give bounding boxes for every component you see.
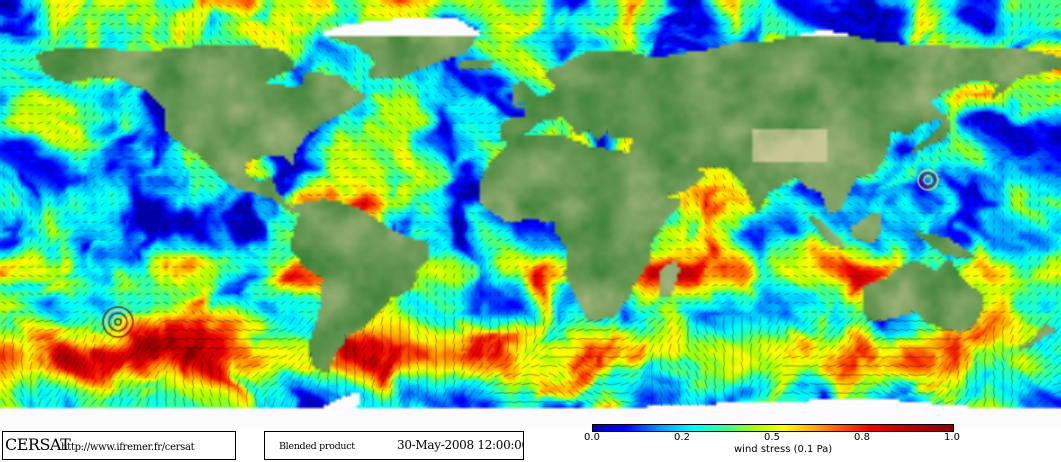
timestamp-label: 30-May-2008 12:00:00: [397, 438, 524, 452]
legend-tick: 0.5: [764, 432, 780, 443]
legend-tick: 1.0: [944, 432, 960, 443]
legend-tick: 0.0: [584, 432, 600, 443]
legend-tick: 0.2: [674, 432, 690, 443]
cersat-url: http://www.ifremer.fr/cersat: [61, 442, 195, 453]
color-legend: 0.0 0.2 0.5 0.8 1.0 wind stress (0.1 Pa): [584, 421, 962, 461]
cersat-logo-text: CERSAT: [5, 435, 71, 454]
legend-tick: 0.8: [854, 432, 870, 443]
product-info-box: Blended product 30-May-2008 12:00:00: [264, 431, 524, 460]
legend-title: wind stress (0.1 Pa): [734, 444, 833, 455]
legend-colorbar: [592, 424, 954, 432]
cersat-credit-box: CERSAT http://www.ifremer.fr/cersat: [2, 431, 236, 460]
product-label: Blended product: [279, 441, 355, 452]
